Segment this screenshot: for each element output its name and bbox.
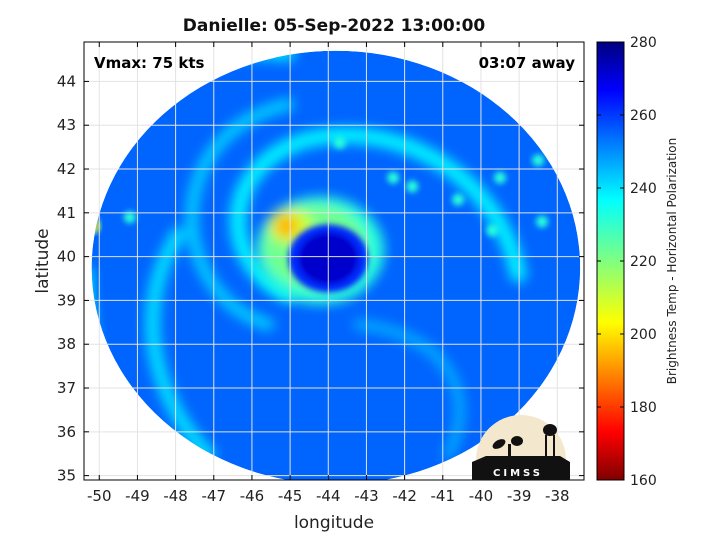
- convective-cell: [406, 180, 419, 193]
- x-axis-ticks: -50 -49 -48 -47 -46 -45 -44 -43 -42 -41 -40 -39 -38: [87, 42, 570, 505]
- convective-cell: [486, 224, 499, 237]
- logo-building: [472, 456, 570, 480]
- y-axis-ticks: 35 36 37 38 39 40 41 42 43 44: [57, 72, 584, 485]
- cimss-logo: CIMSS: [472, 415, 570, 480]
- convective-cell: [123, 211, 136, 224]
- x-tick-label: -43: [354, 487, 379, 505]
- y-tick-label: 40: [57, 248, 76, 266]
- x-axis-label: longitude: [294, 513, 374, 533]
- rain-band: [353, 319, 465, 460]
- rain-band: [230, 127, 527, 303]
- colorbar: [596, 41, 625, 481]
- eyewall-max: [274, 213, 299, 238]
- y-tick-label: 39: [57, 291, 76, 309]
- y-tick-label: 42: [57, 160, 76, 178]
- time-away-annotation: 03:07 away: [479, 54, 576, 72]
- logo-tower-tank: [543, 424, 557, 436]
- x-tick-label: -38: [545, 487, 570, 505]
- convective-cell: [532, 154, 545, 167]
- vmax-annotation: Vmax: 75 kts: [94, 54, 204, 72]
- x-tick-label: -44: [316, 487, 341, 505]
- colorbar-tick-label: 240: [630, 181, 657, 197]
- colorbar-tick-label: 220: [630, 254, 657, 270]
- colorbar-label: Brightness Temp - Horizontal Polarizatio…: [665, 138, 679, 385]
- logo-dish-left: [492, 439, 506, 449]
- colorbar-tick-label: 260: [630, 108, 657, 124]
- x-tick-label: -41: [431, 487, 456, 505]
- x-tick-label: -42: [392, 487, 417, 505]
- logo-tower-leg-right: [553, 435, 555, 457]
- colorbar-ticks: 160 180 200 220 240 260 280: [597, 35, 657, 489]
- colorbar-tick-label: 160: [630, 473, 657, 489]
- x-tick-label: -50: [87, 487, 112, 505]
- convective-cells: [123, 136, 549, 237]
- logo-tower-leg-left: [545, 435, 547, 457]
- cimss-logo-text: CIMSS: [493, 468, 543, 479]
- convective-cell: [333, 136, 346, 149]
- x-tick-label: -47: [202, 487, 227, 505]
- x-tick-label: -40: [469, 487, 494, 505]
- colorbar-tick-label: 200: [630, 327, 657, 343]
- convective-cell: [387, 171, 400, 184]
- rain-band: [145, 227, 216, 462]
- y-tick-label: 35: [57, 467, 76, 485]
- x-tick-label: -49: [125, 487, 150, 505]
- convective-cell: [494, 171, 507, 184]
- y-tick-label: 41: [57, 204, 76, 222]
- y-axis-label: latitude: [33, 228, 53, 293]
- convective-cell: [452, 193, 465, 206]
- y-tick-label: 37: [57, 379, 76, 397]
- y-tick-label: 43: [57, 116, 76, 134]
- y-tick-label: 38: [57, 335, 76, 353]
- y-tick-label: 36: [57, 423, 76, 441]
- colorbar-tick-label: 280: [630, 35, 657, 51]
- rain-band: [186, 98, 295, 331]
- x-tick-label: -48: [163, 487, 188, 505]
- x-tick-label: -45: [278, 487, 303, 505]
- y-tick-label: 44: [57, 72, 76, 90]
- grid: [84, 42, 584, 480]
- cimss-logo-silhouette: [472, 424, 570, 480]
- x-tick-label: -46: [240, 487, 265, 505]
- chart-title: Danielle: 05-Sep-2022 13:00:00: [183, 16, 486, 36]
- convective-cell: [536, 215, 549, 228]
- logo-dish-mast: [508, 444, 511, 456]
- x-tick-label: -39: [507, 487, 532, 505]
- colorbar-tick-label: 180: [630, 400, 657, 416]
- plot-frame: [83, 41, 585, 481]
- logo-dish-right: [511, 436, 523, 446]
